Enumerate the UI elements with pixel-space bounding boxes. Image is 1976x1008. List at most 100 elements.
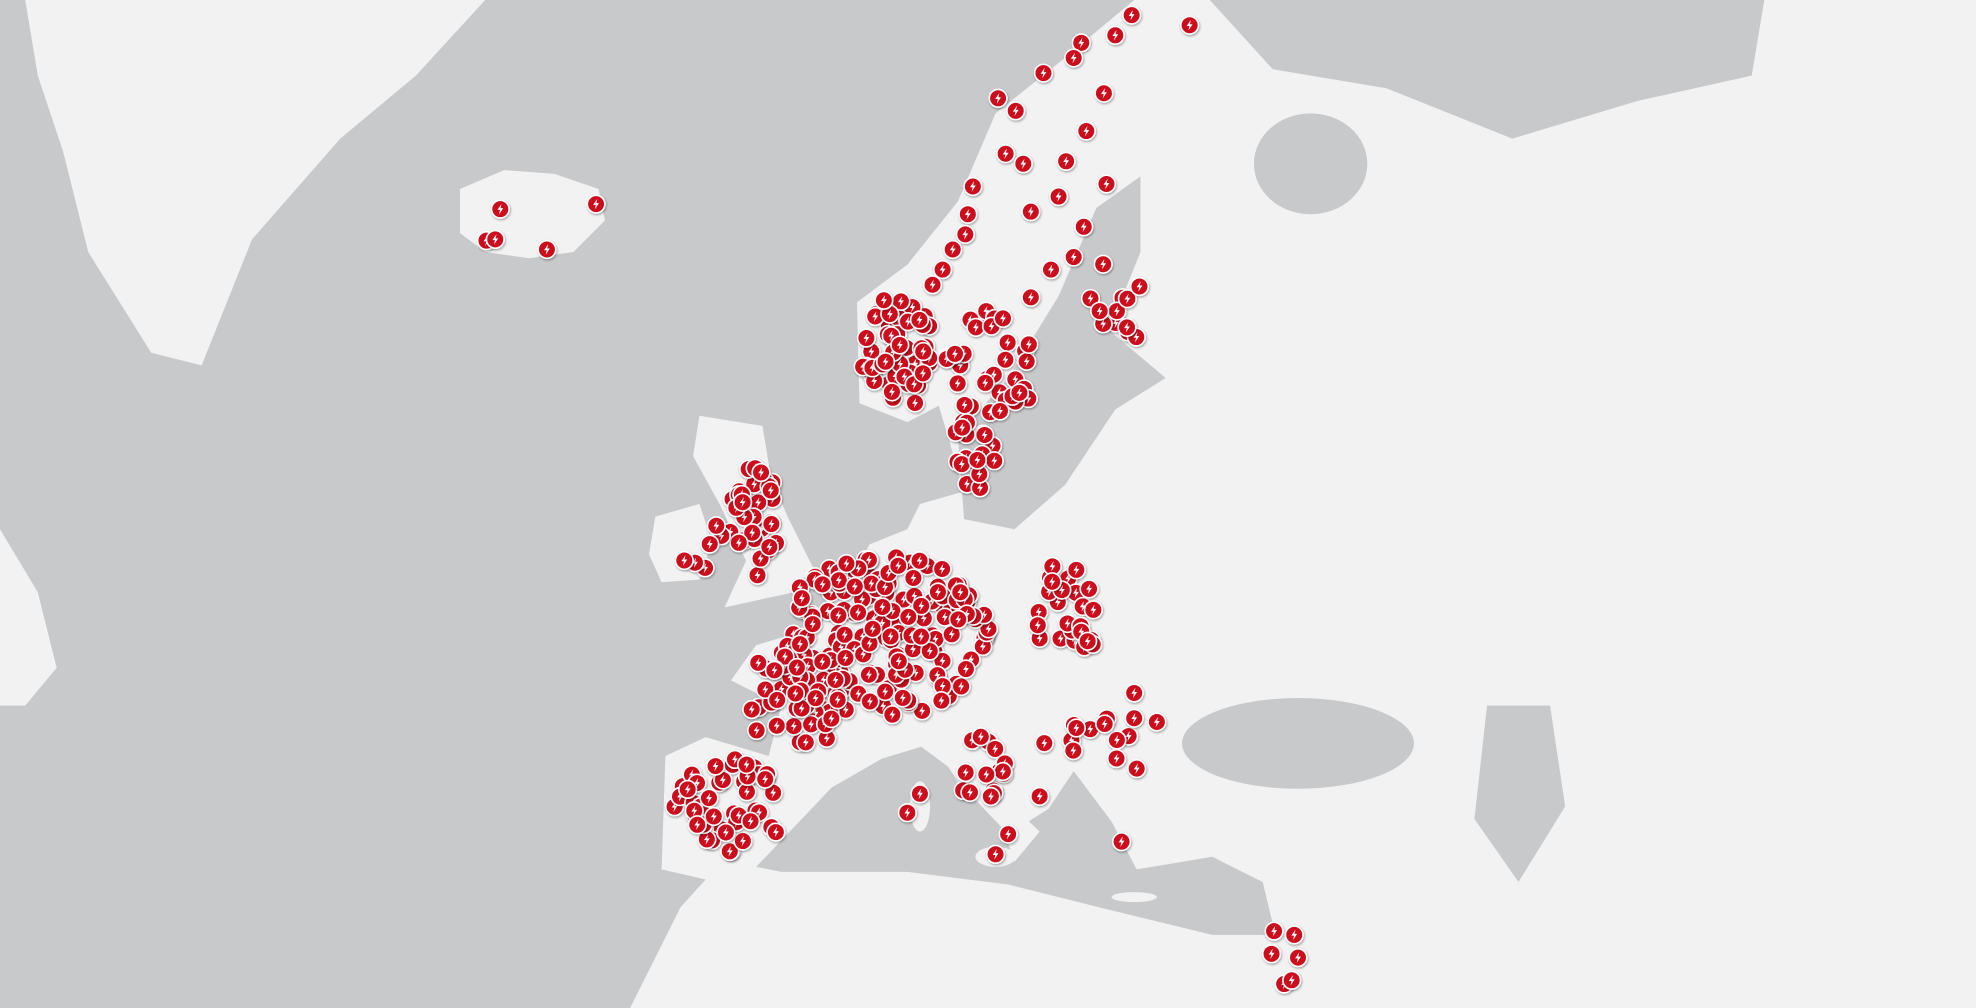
charger-marker[interactable]	[817, 728, 837, 748]
charger-marker[interactable]	[704, 806, 724, 827]
charger-marker[interactable]	[943, 239, 963, 260]
charger-marker[interactable]	[785, 683, 806, 704]
charger-marker[interactable]	[1106, 748, 1127, 769]
charger-marker[interactable]	[1111, 832, 1132, 852]
charger-marker[interactable]	[922, 275, 943, 295]
charger-marker[interactable]	[1093, 254, 1113, 274]
charger-marker[interactable]	[932, 260, 953, 280]
charger-marker[interactable]	[981, 786, 1001, 807]
charger-marker[interactable]	[705, 756, 726, 776]
charger-marker[interactable]	[746, 720, 767, 741]
charger-marker[interactable]	[1063, 740, 1083, 761]
charger-marker[interactable]	[699, 788, 719, 808]
charger-marker[interactable]	[931, 691, 952, 711]
charger-marker[interactable]	[898, 607, 918, 627]
charger-marker[interactable]	[1078, 631, 1098, 651]
charger-marker[interactable]	[1122, 5, 1142, 25]
charger-marker[interactable]	[775, 646, 795, 667]
charger-marker[interactable]	[995, 350, 1016, 370]
charger-marker[interactable]	[985, 739, 1005, 759]
charger-marker[interactable]	[988, 88, 1008, 108]
charger-marker[interactable]	[1033, 63, 1054, 83]
charger-marker[interactable]	[1019, 334, 1039, 354]
charger-marker[interactable]	[1288, 947, 1308, 968]
charger-marker[interactable]	[761, 480, 781, 501]
charger-marker[interactable]	[803, 614, 823, 634]
charger-marker[interactable]	[897, 803, 917, 823]
charger-marker[interactable]	[963, 176, 983, 197]
charger-marker[interactable]	[1090, 301, 1110, 321]
charger-marker[interactable]	[875, 681, 895, 702]
charger-marker[interactable]	[910, 784, 930, 804]
charger-marker[interactable]	[998, 824, 1018, 844]
charger-marker[interactable]	[952, 454, 972, 474]
charger-marker[interactable]	[975, 373, 995, 393]
charger-marker[interactable]	[932, 559, 952, 579]
charger-marker[interactable]	[1064, 48, 1084, 68]
charger-marker[interactable]	[928, 582, 948, 602]
charger-marker[interactable]	[805, 688, 826, 708]
charger-marker[interactable]	[913, 363, 933, 383]
charger-marker[interactable]	[882, 705, 902, 725]
charger-marker[interactable]	[863, 619, 883, 639]
charger-marker[interactable]	[985, 844, 1006, 864]
charger-marker[interactable]	[835, 648, 856, 668]
charger-marker[interactable]	[835, 625, 855, 645]
charger-marker[interactable]	[1028, 615, 1048, 635]
charger-marker[interactable]	[586, 194, 606, 214]
charger-marker[interactable]	[716, 822, 736, 843]
charger-marker[interactable]	[859, 633, 880, 654]
charger-marker[interactable]	[909, 310, 930, 330]
charger-marker[interactable]	[1064, 247, 1084, 267]
charger-marker[interactable]	[828, 605, 849, 626]
charger-marker[interactable]	[674, 550, 694, 571]
charger-marker[interactable]	[882, 382, 902, 402]
charger-marker[interactable]	[732, 492, 753, 512]
charger-marker[interactable]	[1030, 786, 1050, 806]
charger-marker[interactable]	[736, 754, 757, 775]
charger-marker[interactable]	[766, 822, 786, 842]
charger-marker[interactable]	[956, 762, 976, 783]
charger-marker[interactable]	[755, 769, 775, 789]
charger-marker[interactable]	[720, 841, 740, 862]
charger-marker[interactable]	[1021, 287, 1041, 307]
charger-marker[interactable]	[1129, 276, 1150, 297]
charger-marker[interactable]	[1107, 730, 1127, 750]
charger-marker[interactable]	[485, 229, 505, 250]
charger-marker[interactable]	[792, 588, 812, 608]
charger-marker[interactable]	[1094, 83, 1114, 103]
charger-marker[interactable]	[859, 665, 879, 685]
charger-marker[interactable]	[1048, 186, 1069, 207]
charger-marker[interactable]	[1041, 260, 1061, 280]
charger-marker[interactable]	[700, 534, 720, 554]
charger-marker[interactable]	[1107, 301, 1127, 321]
charger-marker[interactable]	[969, 464, 989, 484]
charger-marker[interactable]	[948, 609, 968, 630]
charger-marker[interactable]	[490, 199, 510, 219]
charger-marker[interactable]	[967, 450, 988, 470]
charger-marker[interactable]	[960, 782, 980, 803]
charger-marker[interactable]	[1009, 383, 1030, 403]
charger-marker[interactable]	[767, 716, 787, 736]
charger-marker[interactable]	[1034, 733, 1054, 753]
charger-marker[interactable]	[993, 761, 1013, 782]
charger-marker[interactable]	[905, 393, 925, 413]
charger-marker[interactable]	[1282, 970, 1302, 990]
charger-marker[interactable]	[759, 537, 779, 557]
charger-marker[interactable]	[913, 341, 933, 362]
charger-marker[interactable]	[947, 373, 968, 394]
charger-marker[interactable]	[1013, 154, 1033, 174]
charger-marker[interactable]	[909, 551, 930, 571]
charger-marker[interactable]	[1284, 925, 1304, 945]
charger-marker[interactable]	[742, 523, 762, 543]
charger-marker[interactable]	[1117, 289, 1138, 309]
charger-marker[interactable]	[993, 308, 1013, 329]
charger-marker[interactable]	[911, 626, 931, 647]
charger-marker[interactable]	[890, 335, 910, 355]
charger-marker[interactable]	[945, 344, 965, 364]
charger-marker[interactable]	[860, 691, 880, 712]
charger-marker[interactable]	[875, 352, 896, 372]
charger-marker[interactable]	[1096, 174, 1117, 194]
charger-marker[interactable]	[687, 815, 707, 835]
